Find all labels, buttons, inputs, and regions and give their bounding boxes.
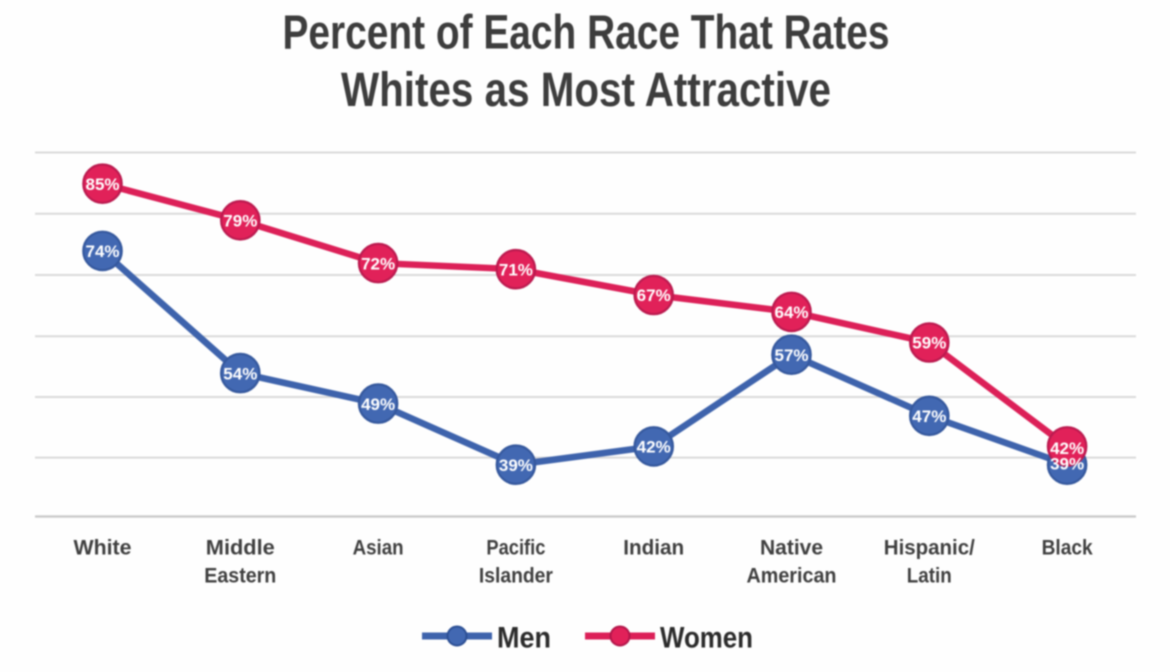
svg-text:39%: 39%: [499, 456, 533, 475]
svg-text:American: American: [747, 565, 837, 588]
svg-text:47%: 47%: [912, 407, 946, 426]
svg-text:85%: 85%: [85, 175, 119, 194]
svg-text:39%: 39%: [1050, 455, 1084, 474]
svg-text:57%: 57%: [774, 346, 808, 365]
svg-text:White: White: [74, 537, 132, 560]
svg-text:64%: 64%: [774, 303, 808, 322]
svg-text:79%: 79%: [223, 212, 257, 231]
svg-text:Asian: Asian: [353, 537, 404, 560]
svg-text:71%: 71%: [499, 260, 533, 279]
svg-text:74%: 74%: [85, 242, 119, 261]
svg-text:Pacific: Pacific: [486, 537, 545, 560]
svg-text:Eastern: Eastern: [204, 565, 276, 588]
svg-text:42%: 42%: [1050, 439, 1084, 458]
svg-text:67%: 67%: [637, 286, 671, 305]
svg-text:59%: 59%: [912, 334, 946, 353]
svg-text:Black: Black: [1042, 537, 1093, 560]
svg-text:Men: Men: [497, 622, 551, 655]
svg-text:49%: 49%: [361, 395, 395, 414]
svg-text:Hispanic/: Hispanic/: [884, 537, 975, 560]
svg-text:Native: Native: [760, 537, 823, 560]
svg-text:Latin: Latin: [907, 565, 952, 588]
svg-text:Islander: Islander: [479, 565, 553, 588]
svg-text:Indian: Indian: [623, 537, 684, 560]
svg-text:42%: 42%: [637, 438, 671, 457]
svg-text:54%: 54%: [223, 364, 257, 383]
svg-text:Percent of Each Race That Rate: Percent of Each Race That Rates: [283, 7, 890, 60]
svg-text:Whites as Most Attractive: Whites as Most Attractive: [341, 64, 831, 117]
svg-text:Middle: Middle: [206, 537, 275, 560]
svg-text:Women: Women: [660, 622, 753, 655]
svg-text:72%: 72%: [361, 254, 395, 273]
